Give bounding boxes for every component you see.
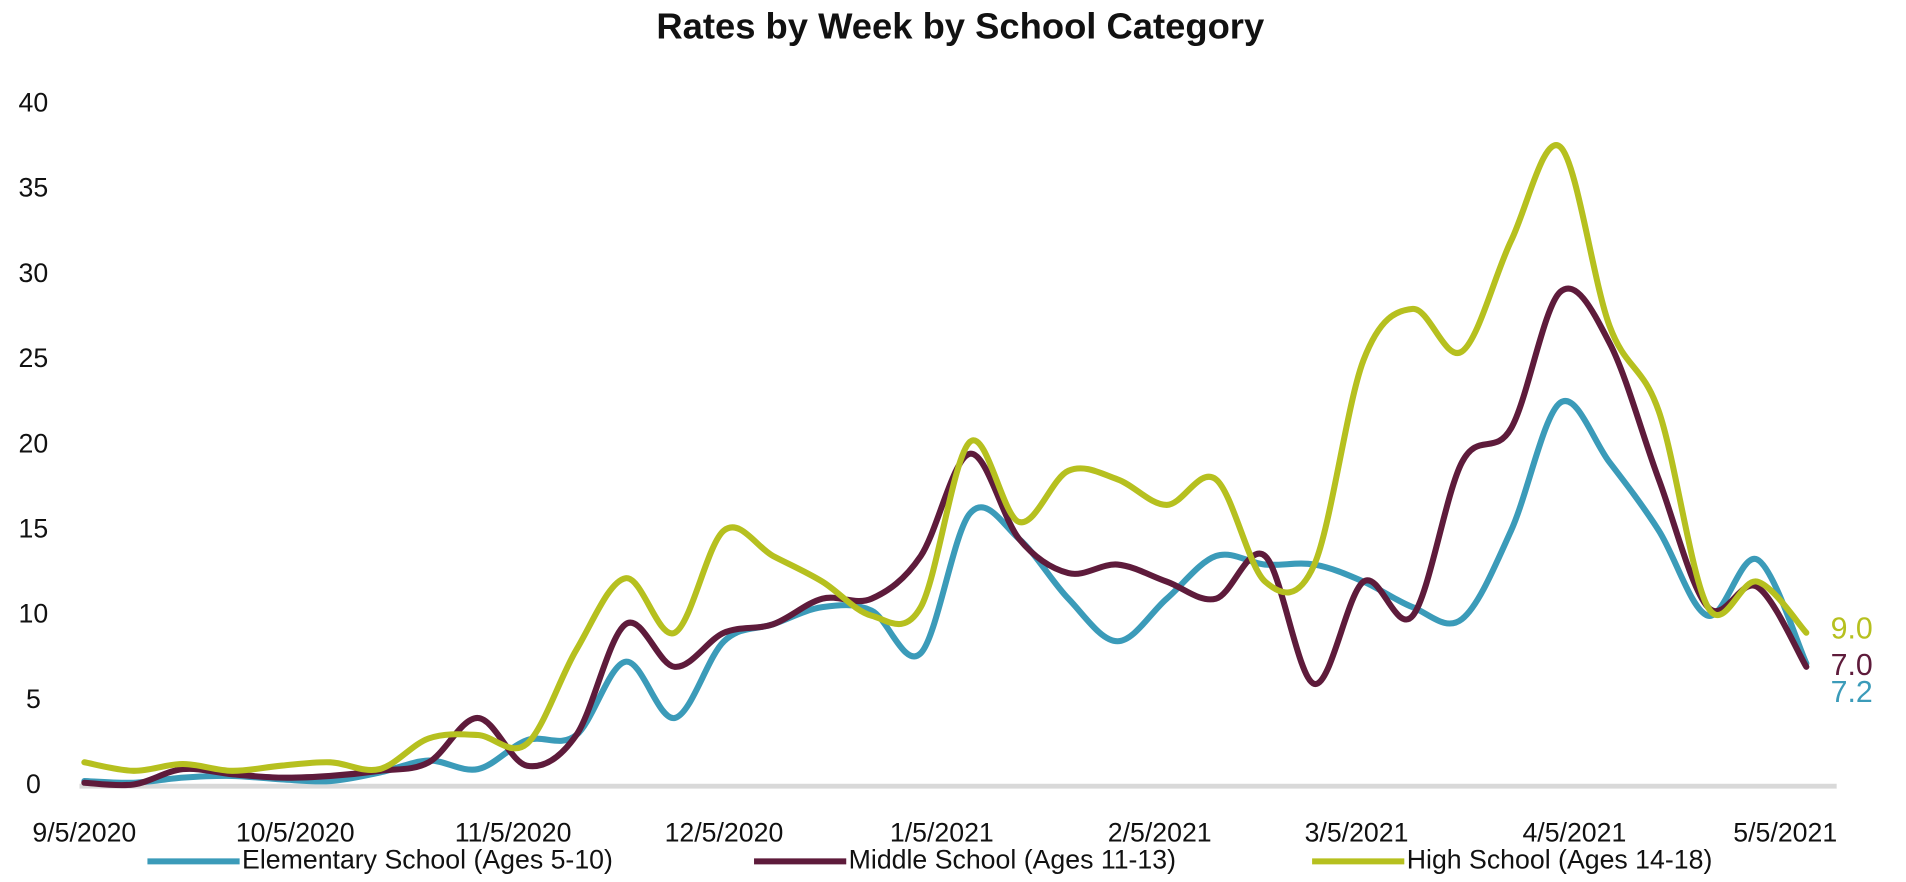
data-label: 7.0 <box>1831 649 1873 682</box>
x-tick-label: 11/5/2020 <box>455 818 572 848</box>
x-tick-label: 2/5/2021 <box>1108 818 1212 848</box>
chart-title: Rates by Week by School Category <box>656 6 1265 47</box>
y-tick-label: 25 <box>19 343 49 373</box>
y-tick-label: 15 <box>19 514 49 544</box>
data-label: 9.0 <box>1831 612 1873 645</box>
x-tick-label: 5/5/2021 <box>1733 818 1837 848</box>
x-tick-label: 1/5/2021 <box>890 818 994 848</box>
x-tick-label: 12/5/2020 <box>665 818 784 848</box>
y-tick-label: 20 <box>19 428 49 458</box>
y-tick-label: 35 <box>19 173 49 203</box>
x-tick-label: 4/5/2021 <box>1522 818 1626 848</box>
line-series <box>81 285 1810 789</box>
y-tick-label: 10 <box>19 599 49 629</box>
x-tick-label: 10/5/2020 <box>236 818 355 848</box>
line-series <box>81 398 1810 786</box>
line-series <box>81 142 1810 774</box>
legend-label: Middle School (Ages 11-13) <box>849 844 1176 874</box>
x-tick-label: 3/5/2021 <box>1305 818 1409 848</box>
legend-label: High School (Ages 14-18) <box>1407 844 1713 874</box>
data-label: 7.2 <box>1831 676 1873 709</box>
y-tick-label: 0 <box>26 769 41 799</box>
legend-label: Elementary School (Ages 5-10) <box>242 844 613 874</box>
y-tick-label: 5 <box>26 684 41 714</box>
y-tick-label: 40 <box>19 87 49 117</box>
x-tick-label: 9/5/2020 <box>32 818 136 848</box>
y-tick-label: 30 <box>19 258 49 288</box>
